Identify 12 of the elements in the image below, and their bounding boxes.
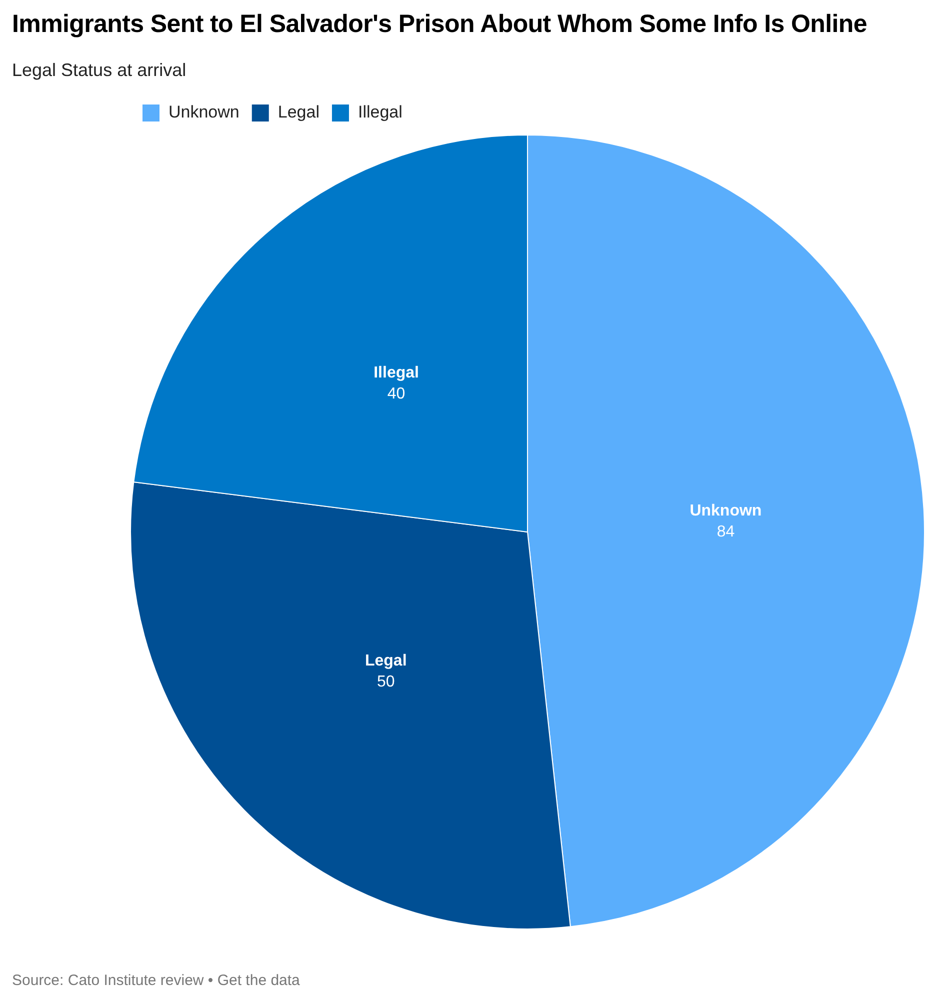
legend-label: Legal — [278, 102, 320, 122]
slice-label: Legal — [364, 652, 407, 670]
chart-subtitle: Legal Status at arrival — [12, 60, 186, 81]
data-label: 40 — [387, 385, 406, 402]
source-note: Source: Cato Institute review • Get the data — [12, 972, 300, 989]
data-label: 84 — [716, 524, 735, 541]
legend-label: Illegal — [358, 102, 402, 122]
chart-title: Immigrants Sent to El Salvador's Prison About Whom Some Info Is Online — [12, 10, 867, 39]
slice-label: Illegal — [374, 364, 419, 382]
legend-label: Unknown — [168, 102, 240, 122]
slice-label: Unknown — [690, 502, 762, 520]
data-label: 50 — [376, 673, 395, 690]
